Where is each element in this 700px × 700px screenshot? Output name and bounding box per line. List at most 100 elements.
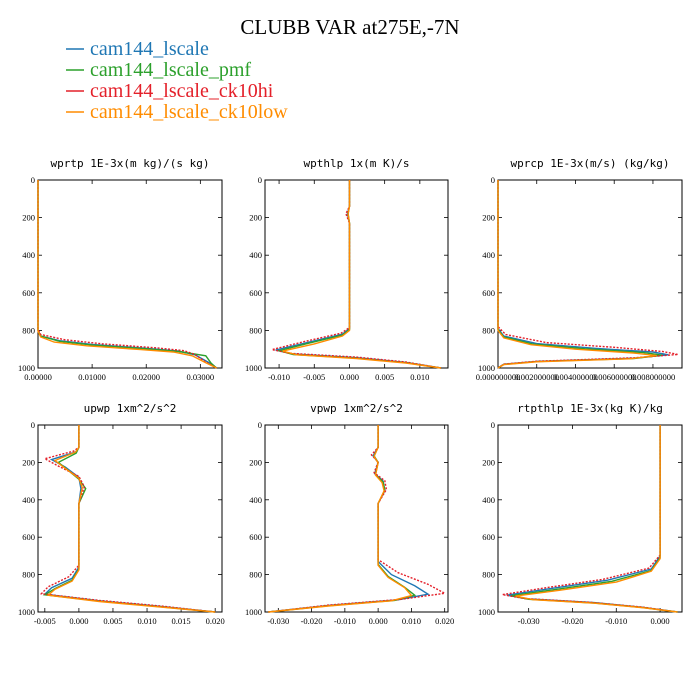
ytick-label: 200 <box>482 457 495 467</box>
legend: cam144_lscalecam144_lscale_pmfcam144_lsc… <box>66 38 288 123</box>
xtick-label: -0.030 <box>518 616 540 626</box>
series-line-cam144_lscale <box>497 180 669 369</box>
panel-0: wprtp 1E-3x(m kg)/(s kg) 0 200 400 600 800 100… <box>18 157 223 382</box>
xtick-label: 0.002000000 <box>514 372 559 382</box>
xtick-label: -0.030 <box>267 616 289 626</box>
ytick-label: 400 <box>482 495 495 505</box>
xtick-label: 0.000 <box>69 616 88 626</box>
xtick-label: 0.010 <box>137 616 156 626</box>
ytick-label: 0 <box>491 420 495 430</box>
series-line-cam144_lscale_ck10low <box>37 180 217 369</box>
ytick-label: 1000 <box>18 363 35 373</box>
panel-title-2: wprcp 1E-3x(m/s) (kg/kg) <box>511 157 670 170</box>
ytick-label: 1000 <box>18 607 35 617</box>
panel-3: upwp 1xm^2/s^2 0 200 400 600 800 1000-0.005 0.0… <box>18 402 225 626</box>
xtick-label: 0.005 <box>375 372 394 382</box>
panel-frame-1 <box>264 179 449 369</box>
xtick-label: -0.010 <box>334 616 356 626</box>
xtick-label: -0.020 <box>561 616 583 626</box>
xtick-label: 0.000 <box>651 616 670 626</box>
ytick-label: 0 <box>258 175 262 185</box>
series-line-cam144_lscale_ck10hi <box>497 180 679 369</box>
ytick-label: 800 <box>249 570 262 580</box>
ytick-label: 0 <box>491 175 495 185</box>
ytick-label: 0 <box>31 175 35 185</box>
ytick-label: 400 <box>482 250 495 260</box>
panel-2: wprcp 1E-3x(m/s) (kg/kg) 0 200 400 600 800 100… <box>476 157 683 382</box>
figure-title: CLUBB VAR at275E,-7N <box>240 15 459 39</box>
series-line-cam144_lscale_ck10hi <box>271 180 442 369</box>
xtick-label: 0.03000 <box>187 372 215 382</box>
xtick-label: 0.000 <box>369 616 388 626</box>
ytick-label: 800 <box>482 325 495 335</box>
ytick-label: 1000 <box>478 363 495 373</box>
xtick-label: 0.02000 <box>132 372 160 382</box>
panel-title-0: wprtp 1E-3x(m kg)/(s kg) <box>51 157 210 170</box>
ytick-label: 800 <box>249 325 262 335</box>
panel-frame-0 <box>37 179 223 369</box>
ytick-label: 1000 <box>245 607 262 617</box>
panel-frame-5 <box>497 424 683 613</box>
ytick-label: 800 <box>22 325 35 335</box>
xtick-label: 0.020 <box>206 616 225 626</box>
panel-frame-3 <box>37 424 223 613</box>
xtick-label: 0.020 <box>435 616 454 626</box>
xtick-label: -0.005 <box>34 616 56 626</box>
xtick-label: 0.000 <box>340 372 359 382</box>
ytick-label: 1000 <box>478 607 495 617</box>
ytick-label: 400 <box>22 495 35 505</box>
xtick-label: 0.01000 <box>78 372 106 382</box>
panel-title-4: vpwp 1xm^2/s^2 <box>310 402 403 415</box>
xtick-label: 0.006000000 <box>592 372 637 382</box>
panel-4: vpwp 1xm^2/s^2 0 200 400 600 800 1000 -0.030 -0.… <box>245 402 454 626</box>
panel-title-1: wpthlp 1x(m K)/s <box>304 157 410 170</box>
ytick-label: 400 <box>22 250 35 260</box>
ytick-label: 600 <box>22 532 35 542</box>
xtick-label: 0.005 <box>103 616 122 626</box>
panel-1: wpthlp 1x(m K)/s 0 200 400 600 800 1000 -0.010 -… <box>245 157 449 382</box>
xtick-label: -0.010 <box>605 616 627 626</box>
xtick-label: -0.010 <box>268 372 290 382</box>
panel-title-3: upwp 1xm^2/s^2 <box>84 402 177 415</box>
series-line-cam144_lscale <box>275 180 442 369</box>
ytick-label: 600 <box>482 532 495 542</box>
ytick-label: 0 <box>258 420 262 430</box>
xtick-label: 0.008000000 <box>631 372 676 382</box>
panels: wprtp 1E-3x(m kg)/(s kg) 0 200 400 600 800 100… <box>18 157 683 626</box>
legend-label-0: cam144_lscale <box>90 38 209 60</box>
ytick-label: 800 <box>482 570 495 580</box>
xtick-label: 0.000000000 <box>476 372 521 382</box>
ytick-label: 1000 <box>245 363 262 373</box>
xtick-label: 0.00000 <box>24 372 52 382</box>
ytick-label: 200 <box>249 213 262 223</box>
xtick-label: 0.010 <box>402 616 421 626</box>
ytick-label: 400 <box>249 250 262 260</box>
legend-label-3: cam144_lscale_ck10low <box>90 101 288 123</box>
panel-frame-4 <box>264 424 449 613</box>
ytick-label: 800 <box>22 570 35 580</box>
series-line-cam144_lscale_ck10low <box>515 425 678 613</box>
xtick-label: -0.005 <box>303 372 325 382</box>
series-line-cam144_lscale_ck10hi <box>268 425 447 613</box>
series-line-cam144_lscale_pmf <box>268 425 417 613</box>
ytick-label: 600 <box>249 288 262 298</box>
ytick-label: 200 <box>22 457 35 467</box>
ytick-label: 200 <box>249 457 262 467</box>
xtick-label: 0.010 <box>410 372 429 382</box>
series-line-cam144_lscale_ck10hi <box>37 180 217 369</box>
legend-label-1: cam144_lscale_pmf <box>90 59 251 81</box>
xtick-label: -0.020 <box>301 616 323 626</box>
xtick-label: 0.015 <box>172 616 191 626</box>
panel-5: rtpthlp 1E-3x(kg K)/kg 0 200 400 600 800 1000 -… <box>478 402 683 626</box>
series-line-cam144_lscale_ck10low <box>282 180 442 369</box>
ytick-label: 0 <box>31 420 35 430</box>
legend-label-2: cam144_lscale_ck10hi <box>90 80 274 102</box>
series-line-cam144_lscale_ck10low <box>268 425 413 613</box>
ytick-label: 200 <box>22 213 35 223</box>
panel-frame-2 <box>497 179 683 369</box>
series-line-cam144_lscale <box>268 425 430 613</box>
series-line-cam144_lscale_ck10low <box>46 425 216 613</box>
ytick-label: 600 <box>22 288 35 298</box>
panel-title-5: rtpthlp 1E-3x(kg K)/kg <box>517 402 663 415</box>
